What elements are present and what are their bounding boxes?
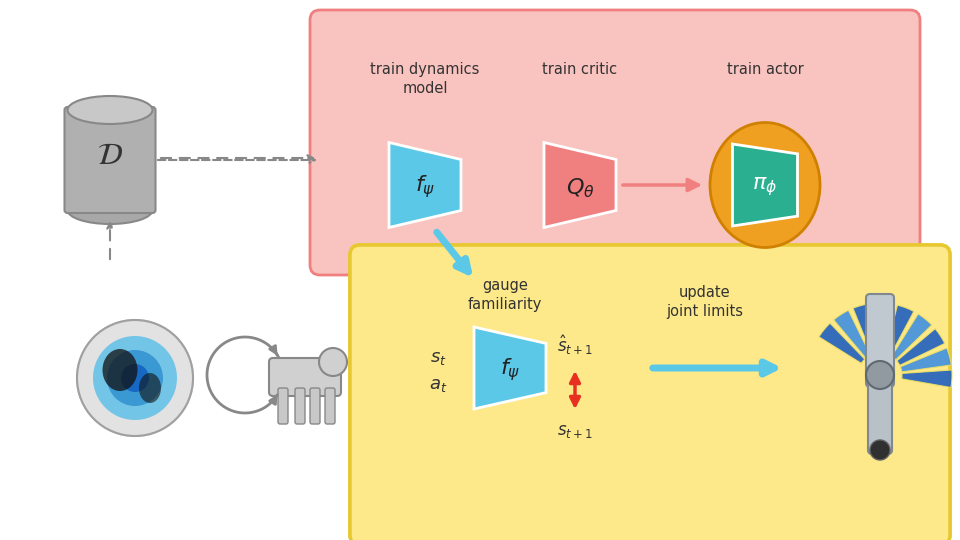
Polygon shape (892, 314, 932, 360)
Polygon shape (875, 303, 893, 353)
FancyBboxPatch shape (310, 388, 320, 424)
Ellipse shape (67, 196, 153, 224)
Text: $a_t$: $a_t$ (429, 376, 447, 394)
Polygon shape (885, 305, 914, 355)
Text: $s_t$: $s_t$ (430, 349, 446, 367)
Text: gauge
familiarity: gauge familiarity (468, 278, 542, 312)
Text: train dynamics
model: train dynamics model (371, 62, 480, 96)
FancyBboxPatch shape (295, 388, 305, 424)
Polygon shape (897, 329, 945, 366)
FancyBboxPatch shape (310, 10, 920, 275)
Polygon shape (544, 143, 616, 227)
Circle shape (866, 361, 894, 389)
FancyBboxPatch shape (64, 107, 156, 213)
Polygon shape (900, 348, 951, 372)
Circle shape (93, 336, 177, 420)
Text: $\pi_{\phi}$: $\pi_{\phi}$ (753, 176, 778, 198)
Circle shape (77, 320, 193, 436)
Ellipse shape (103, 349, 137, 391)
FancyBboxPatch shape (269, 358, 341, 396)
Polygon shape (474, 327, 546, 409)
Circle shape (107, 350, 163, 406)
Text: $f_{\psi}$: $f_{\psi}$ (415, 173, 435, 200)
Polygon shape (819, 323, 865, 363)
Text: $\mathcal{D}$: $\mathcal{D}$ (97, 139, 123, 171)
FancyBboxPatch shape (278, 388, 288, 424)
Ellipse shape (67, 96, 153, 124)
FancyBboxPatch shape (868, 378, 892, 454)
FancyBboxPatch shape (325, 388, 335, 424)
Text: train critic: train critic (542, 62, 617, 77)
FancyBboxPatch shape (350, 245, 950, 540)
Ellipse shape (710, 123, 820, 247)
Circle shape (319, 348, 347, 376)
Polygon shape (901, 370, 952, 388)
Text: $\hat{s}_{t+1}$: $\hat{s}_{t+1}$ (557, 333, 593, 357)
FancyBboxPatch shape (866, 294, 894, 387)
Polygon shape (853, 303, 876, 355)
Polygon shape (389, 143, 461, 227)
Ellipse shape (139, 373, 161, 403)
FancyBboxPatch shape (350, 245, 950, 540)
Polygon shape (650, 255, 935, 460)
Polygon shape (732, 144, 798, 226)
Text: $Q_{\theta}$: $Q_{\theta}$ (565, 176, 594, 200)
Circle shape (77, 320, 193, 436)
Text: $s_{t+1}$: $s_{t+1}$ (557, 423, 593, 441)
Circle shape (870, 440, 890, 460)
Text: $f_{\psi}$: $f_{\psi}$ (500, 356, 520, 383)
Polygon shape (833, 310, 871, 358)
Text: update
joint limits: update joint limits (666, 285, 743, 319)
Text: train actor: train actor (727, 62, 804, 77)
Circle shape (121, 364, 149, 392)
